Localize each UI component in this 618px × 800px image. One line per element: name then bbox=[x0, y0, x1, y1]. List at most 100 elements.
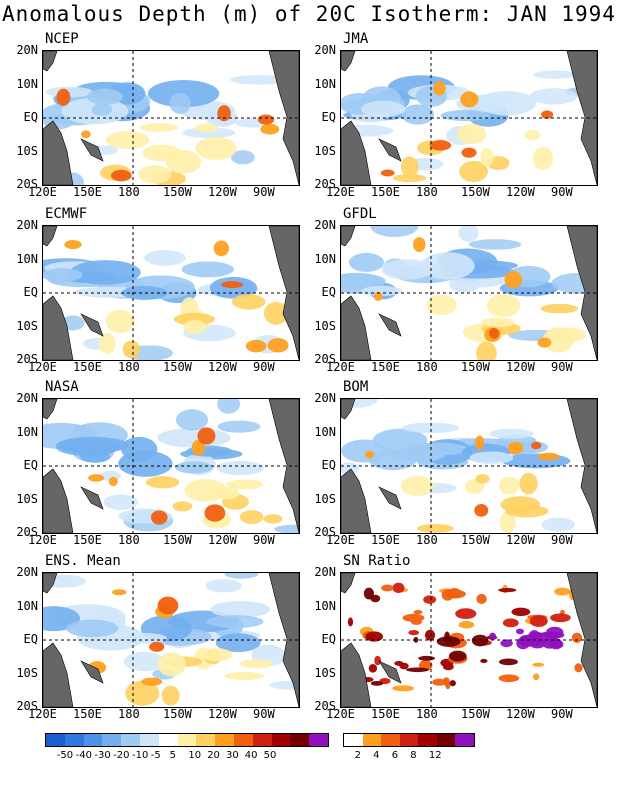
lat-label: 10N bbox=[16, 598, 38, 613]
colorbar-label: 12 bbox=[428, 750, 442, 761]
lon-label: 90W bbox=[551, 360, 573, 374]
colorbar-label: 40 bbox=[244, 750, 258, 761]
map-panel bbox=[340, 572, 598, 708]
colorbar-swatch bbox=[418, 734, 437, 746]
lon-label: 120E bbox=[326, 533, 355, 547]
lon-label: 120W bbox=[208, 360, 237, 374]
colorbar-swatch bbox=[362, 734, 382, 746]
lon-label: 120W bbox=[506, 533, 535, 547]
lat-label: 10S bbox=[314, 318, 336, 333]
map-canvas bbox=[43, 51, 299, 185]
lat-label: 10S bbox=[314, 665, 336, 680]
lon-label: 120E bbox=[28, 707, 57, 721]
lat-label: EQ bbox=[23, 632, 38, 646]
lon-label: 90W bbox=[551, 533, 573, 547]
lon-label: 90W bbox=[253, 185, 275, 199]
lon-label: 180 bbox=[118, 360, 140, 374]
lon-label: 120W bbox=[208, 533, 237, 547]
panel-title: GFDL bbox=[343, 206, 377, 222]
colorbar-swatch bbox=[399, 734, 419, 746]
map-panel bbox=[42, 398, 300, 534]
lon-label: 120E bbox=[326, 707, 355, 721]
colorbar-label: -50 bbox=[56, 750, 74, 761]
colorbar-swatch bbox=[455, 734, 474, 746]
colorbar-label: 5 bbox=[169, 750, 176, 761]
map-panel bbox=[340, 225, 598, 361]
lat-label: 10S bbox=[16, 318, 38, 333]
colorbar-label: 30 bbox=[226, 750, 239, 761]
lat-label: 20N bbox=[16, 218, 38, 232]
lon-label: 150E bbox=[73, 185, 102, 199]
lat-label: 10N bbox=[314, 424, 336, 439]
lon-label: 150E bbox=[73, 533, 102, 547]
panel-title: JMA bbox=[343, 31, 369, 47]
lon-label: 120W bbox=[208, 707, 237, 721]
lat-label: 20S bbox=[16, 352, 38, 366]
lat-label: 20S bbox=[16, 177, 38, 191]
lon-label: 150E bbox=[73, 360, 102, 374]
lon-label: 180 bbox=[416, 707, 438, 721]
lon-label: 180 bbox=[416, 360, 438, 374]
colorbar-label: 20 bbox=[207, 750, 220, 761]
lat-label: 20N bbox=[314, 218, 336, 232]
colorbar-swatch bbox=[309, 734, 328, 746]
map-canvas bbox=[43, 399, 299, 533]
colorbar-label: -10 bbox=[132, 750, 149, 761]
lon-label: 180 bbox=[118, 533, 140, 547]
lat-label: 20S bbox=[314, 352, 336, 366]
colorbar-swatch bbox=[215, 734, 234, 746]
lat-label: 10N bbox=[314, 76, 336, 91]
colorbar-label: 10 bbox=[188, 750, 202, 761]
colorbar-label: 8 bbox=[410, 750, 417, 761]
panel-title: NCEP bbox=[45, 31, 79, 47]
colorbar-label: 50 bbox=[263, 750, 277, 761]
lon-label: 150W bbox=[163, 707, 192, 721]
lon-label: 150E bbox=[371, 533, 400, 547]
lat-label: 20N bbox=[16, 43, 38, 57]
panel-title: SN Ratio bbox=[343, 553, 411, 569]
lon-label: 180 bbox=[416, 533, 438, 547]
colorbar-swatch bbox=[83, 734, 103, 746]
colorbar-label: 4 bbox=[373, 750, 380, 761]
colorbar-swatch bbox=[381, 734, 400, 746]
lon-label: 120W bbox=[506, 707, 535, 721]
lon-label: 180 bbox=[416, 185, 438, 199]
figure-title: Anomalous Depth (m) of 20C Isotherm: JAN… bbox=[2, 2, 616, 26]
lon-label: 150W bbox=[163, 533, 192, 547]
colorbar-label: -20 bbox=[113, 750, 130, 761]
lon-label: 150W bbox=[461, 360, 490, 374]
lat-label: 20N bbox=[314, 43, 336, 57]
lat-label: 20S bbox=[314, 699, 336, 713]
panel-title: ENS. Mean bbox=[45, 553, 121, 569]
lon-label: 120W bbox=[506, 185, 535, 199]
lat-label: EQ bbox=[23, 285, 38, 299]
lon-label: 180 bbox=[118, 707, 140, 721]
lat-label: EQ bbox=[321, 458, 336, 472]
map-panel bbox=[42, 572, 300, 708]
lat-label: 20N bbox=[314, 565, 336, 579]
lon-label: 150W bbox=[461, 185, 490, 199]
lon-label: 120E bbox=[326, 360, 355, 374]
colorbar-swatch bbox=[177, 734, 197, 746]
lon-label: 120W bbox=[208, 185, 237, 199]
colorbar-swatch bbox=[102, 734, 122, 746]
map-panel bbox=[42, 225, 300, 361]
lon-label: 150E bbox=[371, 185, 400, 199]
colorbar-swatch bbox=[233, 734, 253, 746]
lat-label: 10N bbox=[16, 76, 38, 91]
lon-label: 90W bbox=[551, 707, 573, 721]
lat-label: 20N bbox=[16, 391, 38, 405]
lat-label: 10N bbox=[314, 251, 336, 266]
lat-label: 10S bbox=[314, 143, 336, 158]
colorbar-swatch bbox=[121, 734, 140, 746]
lat-label: 20N bbox=[16, 565, 38, 579]
map-canvas bbox=[341, 399, 597, 533]
panel-title: BOM bbox=[343, 379, 369, 395]
lat-label: 20S bbox=[16, 525, 38, 539]
lon-label: 90W bbox=[551, 185, 573, 199]
map-canvas bbox=[341, 573, 597, 707]
colorbar-swatch bbox=[344, 734, 363, 746]
sn-ratio-colorbar bbox=[343, 733, 475, 747]
lat-label: 10S bbox=[16, 665, 38, 680]
lat-label: 10N bbox=[16, 424, 38, 439]
